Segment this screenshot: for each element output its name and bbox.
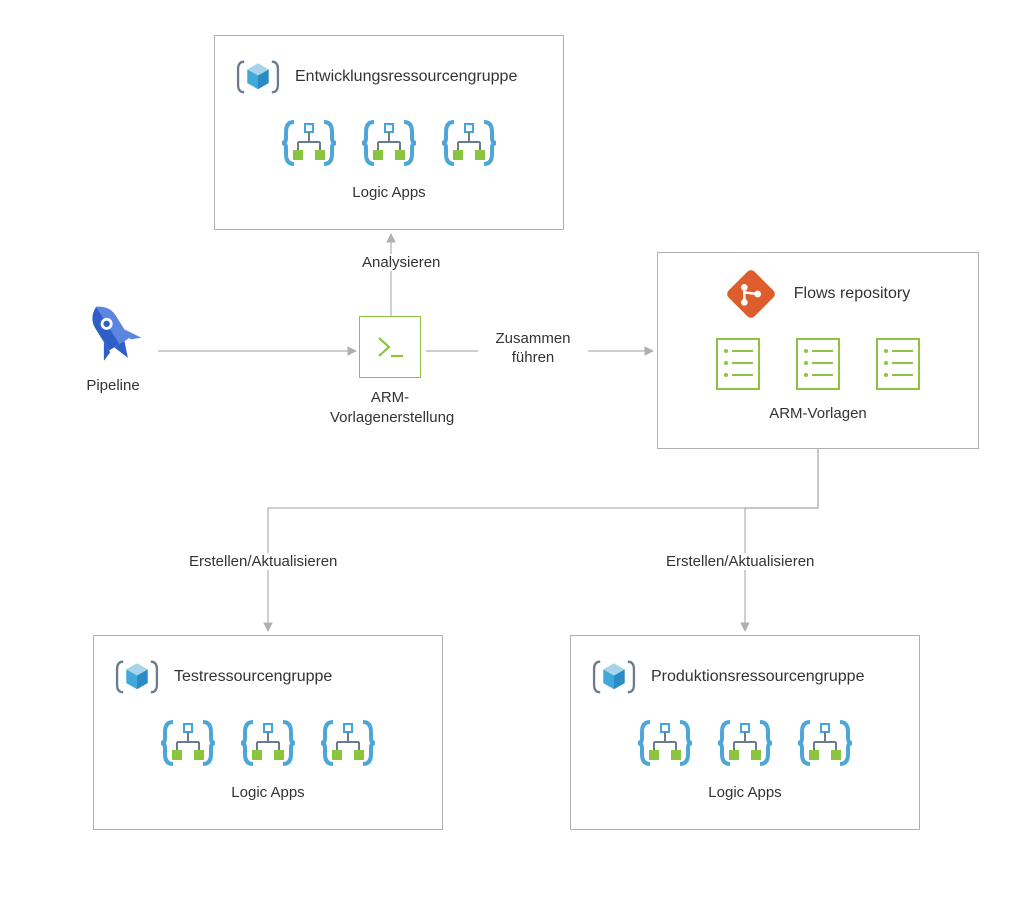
dev-group-title: Entwicklungsressourcengruppe (295, 68, 517, 86)
arm-label-line: ARM- (371, 389, 409, 406)
logic-app-icon (278, 118, 340, 168)
arm-label-line: Vorlagenerstellung (330, 409, 454, 426)
pipeline-label: Pipeline (68, 377, 158, 394)
node-arm-creation: ARM- Vorlagenerstellung (330, 316, 450, 427)
git-icon (726, 269, 776, 319)
prod-group-apps (591, 718, 899, 768)
repo-title: Flows repository (794, 285, 910, 303)
logic-app-icon (358, 118, 420, 168)
edge-label-line: Zusammen (495, 330, 570, 347)
edge-label-line: führen (512, 349, 555, 366)
resource-group-icon (235, 54, 281, 100)
diagram-canvas: Analysieren Zusammen führen Erstellen/Ak… (0, 0, 1024, 904)
node-dev-group: Entwicklungsressourcengruppe Logic Apps (214, 35, 564, 230)
resource-group-icon (114, 654, 160, 700)
repo-header: Flows repository (678, 269, 958, 319)
edge-repo-prod (745, 449, 818, 631)
edge-label-test: Erstellen/Aktualisieren (185, 553, 341, 570)
dev-group-header: Entwicklungsressourcengruppe (235, 54, 543, 100)
node-test-group: Testressourcengruppe Logic Apps (93, 635, 443, 830)
node-repo: Flows repository ARM-Vorlagen (657, 252, 979, 449)
node-pipeline: Pipeline (68, 302, 158, 394)
node-prod-group: Produktionsressourcengruppe Logic Apps (570, 635, 920, 830)
dev-group-apps (235, 118, 543, 168)
logic-app-icon (157, 718, 219, 768)
logic-app-icon (714, 718, 776, 768)
resource-group-icon (591, 654, 637, 700)
prod-group-title: Produktionsressourcengruppe (651, 668, 864, 686)
template-doc-icon (715, 337, 761, 391)
logic-app-icon (794, 718, 856, 768)
logic-app-icon (237, 718, 299, 768)
edge-label-prod: Erstellen/Aktualisieren (662, 553, 818, 570)
logic-app-icon (634, 718, 696, 768)
template-doc-icon (875, 337, 921, 391)
arm-label: ARM- Vorlagenerstellung (330, 388, 450, 427)
rocket-icon (81, 302, 145, 366)
prod-group-sub: Logic Apps (591, 784, 899, 801)
test-group-apps (114, 718, 422, 768)
edge-label-zusammenfuehren: Zusammen führen (478, 330, 588, 368)
template-doc-icon (795, 337, 841, 391)
logic-app-icon (317, 718, 379, 768)
test-group-title: Testressourcengruppe (174, 668, 332, 686)
terminal-icon (359, 316, 421, 378)
dev-group-sub: Logic Apps (235, 184, 543, 201)
logic-app-icon (438, 118, 500, 168)
repo-sub: ARM-Vorlagen (678, 405, 958, 422)
test-group-header: Testressourcengruppe (114, 654, 422, 700)
repo-docs (678, 337, 958, 391)
edge-repo-test (268, 449, 818, 631)
test-group-sub: Logic Apps (114, 784, 422, 801)
edge-label-analysieren: Analysieren (358, 254, 428, 271)
prod-group-header: Produktionsressourcengruppe (591, 654, 899, 700)
